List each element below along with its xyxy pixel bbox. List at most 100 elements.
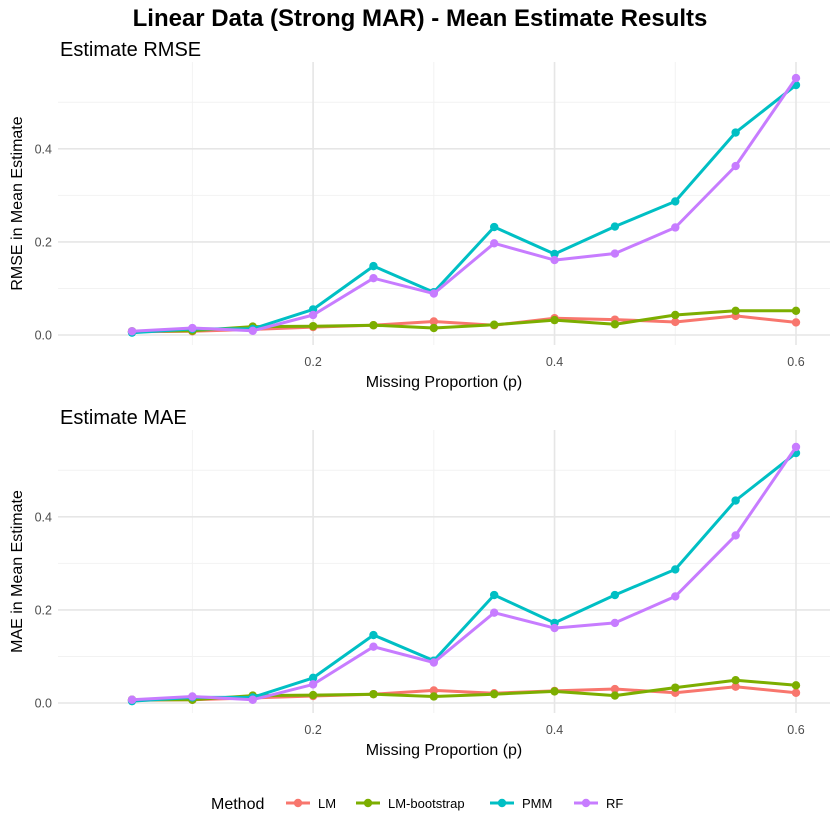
x-tick-label: 0.2: [304, 723, 321, 737]
x-tick-label: 0.2: [304, 355, 321, 369]
series-line-lm-bootstrap: [130, 309, 798, 333]
data-point-lm-bootstrap: [369, 321, 378, 330]
x-axis-title: Missing Proportion (p): [366, 742, 523, 759]
data-point-rf: [429, 289, 439, 298]
data-point-lm-bootstrap: [791, 306, 801, 315]
legend-label: LM: [318, 796, 336, 811]
legend-label: LM-bootstrap: [388, 796, 465, 811]
series-line-rf: [130, 445, 798, 702]
data-point-lm-bootstrap: [731, 306, 740, 315]
data-point-rf: [731, 161, 740, 171]
data-point-rf: [248, 695, 257, 704]
x-tick-label: 0.4: [546, 355, 563, 369]
data-point-rf: [188, 692, 197, 701]
data-point-lm-bootstrap: [671, 310, 680, 320]
data-point-lm-bootstrap: [550, 687, 559, 696]
panel-mae: Estimate MAE 0.2 0.4 0.6 0.0 0.2 0.4 Missing Pr…: [9, 407, 830, 759]
x-tick-label: 0.6: [787, 723, 804, 737]
legend-label: PMM: [522, 796, 552, 811]
data-point-rf: [369, 274, 378, 283]
data-point-rf: [791, 442, 801, 452]
data-point-pmm: [550, 249, 559, 259]
data-point-lm-bootstrap: [369, 689, 378, 699]
data-point-rf: [550, 255, 559, 265]
data-point-lm-bootstrap: [550, 315, 559, 325]
legend-item-lm-bootstrap: LM-bootstrap: [356, 796, 465, 811]
y-tick-label: 0.0: [35, 697, 52, 711]
data-point-lm: [731, 682, 740, 691]
legend-key-point: [581, 798, 591, 808]
data-point-lm-bootstrap: [429, 692, 439, 701]
y-axis-title: MAE in Mean Estimate: [9, 490, 26, 653]
data-point-pmm: [671, 197, 680, 206]
data-point-pmm: [308, 673, 318, 683]
data-point-pmm: [489, 590, 499, 600]
legend-item-pmm: PMM: [490, 796, 552, 811]
x-tick-label: 0.6: [787, 355, 804, 369]
data-point-lm: [671, 317, 680, 327]
x-tick-label: 0.4: [546, 723, 563, 737]
data-point-rf: [248, 326, 257, 336]
data-point-rf: [671, 223, 680, 232]
legend-title: Method: [211, 796, 264, 813]
series-line-rf: [130, 76, 798, 333]
data-point-pmm: [610, 222, 620, 231]
data-point-lm-bootstrap: [489, 689, 499, 699]
data-point-pmm: [489, 222, 499, 232]
data-point-lm-bootstrap: [308, 321, 318, 331]
data-point-rf: [489, 239, 499, 248]
data-point-lm-bootstrap: [308, 690, 318, 700]
legend-key-point: [293, 798, 303, 808]
x-axis-title: Missing Proportion (p): [366, 374, 523, 391]
main-title: Linear Data (Strong MAR) - Mean Estimate…: [133, 5, 708, 32]
series-line-pmm: [130, 451, 798, 703]
panels: Estimate RMSE 0.2 0.4 0.6 0.0 0.2 0.4 Missing P…: [9, 39, 830, 759]
data-point-lm-bootstrap: [671, 683, 680, 692]
y-axis-title: RMSE in Mean Estimate: [9, 116, 26, 290]
data-point-lm: [791, 318, 801, 327]
data-point-rf: [489, 608, 499, 617]
data-point-lm: [610, 684, 620, 694]
data-point-lm-bootstrap: [489, 320, 499, 329]
legend: Method LM LM-bootstrap PMM RF: [211, 796, 623, 813]
data-point-lm: [429, 317, 439, 326]
data-point-rf: [731, 531, 740, 540]
panel-rmse: Estimate RMSE 0.2 0.4 0.6 0.0 0.2 0.4 Missing P…: [9, 39, 830, 391]
data-point-pmm: [731, 128, 740, 137]
data-point-rf: [610, 618, 620, 628]
data-point-rf: [127, 327, 137, 336]
data-point-pmm: [369, 261, 378, 271]
data-point-rf: [127, 695, 137, 704]
data-point-rf: [791, 73, 801, 83]
legend-label: RF: [606, 796, 623, 811]
y-tick-label: 0.0: [35, 329, 52, 343]
data-point-lm-bootstrap: [610, 320, 620, 329]
data-point-pmm: [671, 565, 680, 574]
legend-key-point: [363, 798, 373, 808]
data-point-pmm: [610, 590, 620, 600]
data-point-lm: [791, 688, 801, 697]
data-point-pmm: [731, 496, 740, 505]
data-point-rf: [671, 592, 680, 601]
data-point-rf: [308, 310, 318, 320]
data-point-lm-bootstrap: [731, 675, 740, 685]
data-point-rf: [429, 658, 439, 667]
data-point-lm-bootstrap: [610, 691, 620, 700]
legend-item-rf: RF: [574, 796, 623, 811]
data-point-rf: [188, 323, 197, 333]
y-tick-label: 0.4: [35, 142, 52, 156]
data-point-rf: [610, 249, 620, 258]
data-point-rf: [369, 642, 378, 651]
y-tick-label: 0.4: [35, 510, 52, 524]
y-tick-label: 0.2: [35, 235, 52, 249]
legend-item-lm: LM: [286, 796, 336, 811]
data-point-pmm: [369, 630, 378, 640]
panel-title: Estimate RMSE: [60, 39, 201, 61]
legend-key-point: [497, 798, 507, 808]
data-point-rf: [308, 680, 318, 689]
data-point-rf: [550, 623, 559, 633]
data-point-lm-bootstrap: [429, 323, 439, 333]
data-point-lm: [429, 686, 439, 695]
data-point-lm-bootstrap: [791, 681, 801, 690]
